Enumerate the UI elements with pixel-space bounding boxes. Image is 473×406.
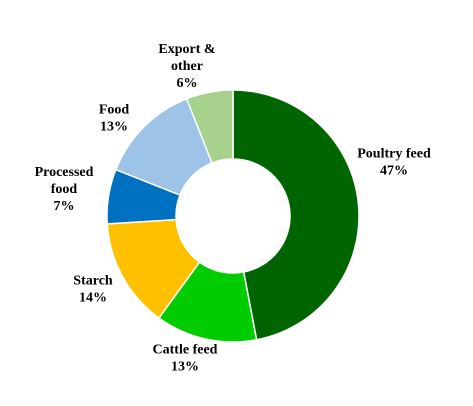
slice-poultry-feed — [232, 89, 360, 341]
donut-slices — [106, 89, 360, 343]
slice-name-line: Processed — [35, 165, 94, 180]
slice-name-line: other — [171, 59, 203, 74]
slice-percent: 13% — [100, 120, 128, 135]
slice-percent: 14% — [79, 291, 107, 306]
slice-name-line: Poultry feed — [357, 147, 431, 162]
slice-percent: 7% — [54, 199, 75, 214]
slice-label-starch: Starch 14% — [73, 274, 113, 306]
slice-name-line: Export & — [158, 42, 215, 57]
slice-labels: Poultry feed 47% Cattle feed 13% Starch 14% Pr… — [35, 42, 431, 375]
slice-label-cattle-feed: Cattle feed 13% — [153, 343, 218, 375]
slice-label-processed-food: Processed food 7% — [35, 165, 94, 214]
slice-name-line: Food — [99, 103, 130, 118]
slice-percent: 13% — [171, 360, 199, 375]
slice-percent: 47% — [380, 164, 408, 179]
slice-export-other — [185, 89, 234, 164]
slice-label-food: Food 13% — [99, 103, 130, 135]
slice-label-poultry-feed: Poultry feed 47% — [357, 147, 431, 179]
slice-name-line: food — [51, 182, 78, 197]
slice-name-line: Starch — [73, 274, 113, 289]
slice-percent: 6% — [177, 76, 198, 91]
slice-name-line: Cattle feed — [153, 343, 218, 358]
slice-label-export-other: Export & other 6% — [158, 42, 215, 91]
